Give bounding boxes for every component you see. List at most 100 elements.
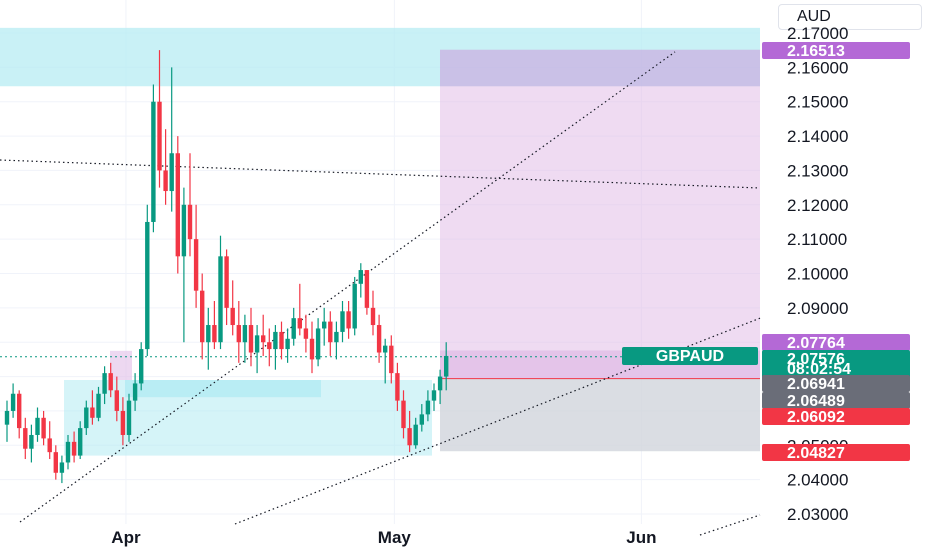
candle-body <box>322 321 327 329</box>
trendline-up <box>19 51 676 523</box>
candle-body <box>23 428 28 449</box>
candle-body <box>279 331 284 350</box>
price-tag-bg <box>762 375 910 392</box>
candle-body <box>315 328 321 360</box>
candle-body <box>17 393 22 429</box>
price-tag-label: 2.06941 <box>787 376 845 393</box>
y-tick-label: 2.04000 <box>787 471 848 490</box>
candle-body <box>120 410 126 435</box>
candle-body <box>96 393 101 418</box>
candle-body <box>328 321 333 343</box>
x-tick-label: Jun <box>626 528 656 547</box>
candle-body <box>53 452 58 473</box>
candle-body <box>90 407 95 418</box>
currency-selector[interactable]: AUD <box>778 4 922 30</box>
candle-body <box>389 345 394 374</box>
price-tag-bg <box>762 444 910 461</box>
candle-body <box>4 410 10 425</box>
candle-body <box>29 434 34 449</box>
candle-body <box>47 438 52 453</box>
candle-body <box>181 204 187 257</box>
candle-body <box>187 204 193 240</box>
candle-body <box>102 373 107 394</box>
candle-body <box>114 390 119 411</box>
candle-body <box>169 153 174 192</box>
candle-body <box>71 441 77 456</box>
candle-body <box>163 170 168 192</box>
candle-body <box>151 101 156 222</box>
candle-body <box>273 331 278 350</box>
candle-body <box>108 373 113 391</box>
x-tick-label: Apr <box>111 528 141 547</box>
candle-body <box>175 153 180 257</box>
candle-body <box>401 400 406 429</box>
price-tag-label: 2.07576 <box>787 351 845 368</box>
price-tag-label: 2.07764 <box>787 335 845 352</box>
candle-body <box>431 390 437 401</box>
demand-zone-inner <box>125 380 321 398</box>
y-tick-label: 2.12000 <box>787 196 848 215</box>
candle-body <box>193 239 199 291</box>
candle-body <box>132 383 138 401</box>
y-tick-label: 2.15000 <box>787 93 848 112</box>
candle-body <box>230 307 235 326</box>
price-tag-bg <box>762 334 910 351</box>
candle-body <box>261 335 266 343</box>
candle-body <box>444 355 449 377</box>
candle-body <box>383 345 388 353</box>
target-overlap <box>440 49 760 87</box>
countdown-label: 08:02:54 <box>787 361 851 378</box>
candle-body <box>291 318 296 339</box>
y-tick-label: 2.16000 <box>787 58 848 77</box>
price-tag-label: 2.16513 <box>787 43 845 60</box>
price-tag-bg <box>762 42 910 59</box>
candle-body <box>65 441 71 463</box>
candle-body <box>303 328 309 339</box>
y-tick-label: 2.13000 <box>787 161 848 180</box>
candle-body <box>84 407 89 429</box>
y-tick-label: 2.03000 <box>787 505 848 524</box>
candle-body <box>413 424 418 446</box>
candle-body <box>157 101 162 171</box>
candle-body <box>59 462 65 473</box>
price-tag-bg <box>762 392 910 409</box>
candle-body <box>352 283 357 329</box>
trendline-down <box>0 159 761 189</box>
candle-body <box>334 331 339 343</box>
candle-body <box>297 318 302 329</box>
candle-body <box>206 325 211 343</box>
candle-body <box>425 400 431 415</box>
price-tag-label: 2.04827 <box>787 445 845 462</box>
candle-body <box>370 307 376 326</box>
candle-body <box>200 290 205 343</box>
y-tick-label: 2.11000 <box>787 230 847 249</box>
candle-body <box>395 373 400 401</box>
candle-body <box>126 400 132 435</box>
candle-body <box>242 325 248 343</box>
target-zone <box>440 49 760 351</box>
candle-body <box>224 256 229 308</box>
candle-body <box>248 325 254 353</box>
y-tick-label: 2.09000 <box>787 299 848 318</box>
candle-body <box>10 393 16 411</box>
candle-body <box>419 414 424 425</box>
symbol-tag-bg <box>622 347 758 365</box>
x-tick-label: May <box>378 528 412 547</box>
price-tag-label: 2.06092 <box>787 409 845 426</box>
candle-body <box>212 325 217 343</box>
candle-body <box>267 342 272 350</box>
price-tag-label: 2.06489 <box>787 393 845 410</box>
candle-body <box>41 417 46 439</box>
trendline-lower-ext <box>699 514 761 536</box>
price-tag-bg <box>762 350 910 381</box>
candle-body <box>376 325 382 353</box>
currency-label: AUD <box>797 8 831 25</box>
candle-body <box>358 270 363 284</box>
candle-body <box>437 376 443 391</box>
candle-body <box>139 349 144 384</box>
candle-body <box>346 311 351 329</box>
stop-zone <box>440 378 760 452</box>
candle-body <box>35 417 40 435</box>
